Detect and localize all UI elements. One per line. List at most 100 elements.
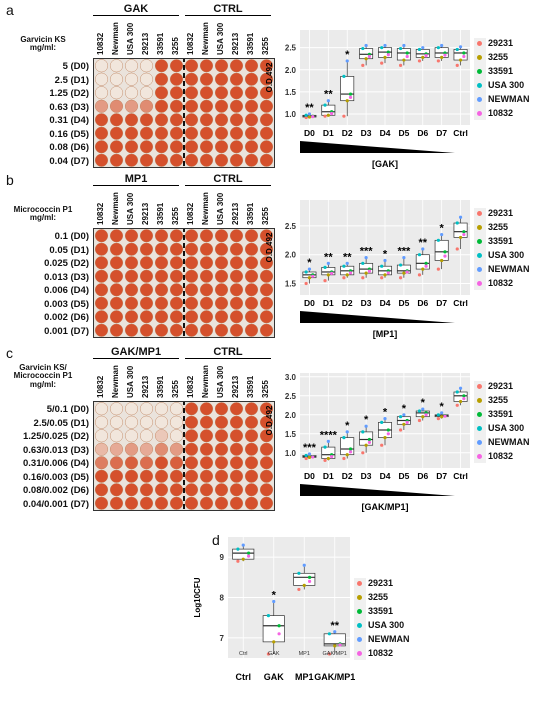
well: [214, 242, 228, 256]
significance-label: *: [364, 414, 369, 426]
strain-column-label: Newman: [110, 22, 120, 55]
y-tick-label: 1.0: [285, 449, 297, 458]
legend-entry: 29231: [477, 381, 513, 391]
data-point: [462, 51, 466, 55]
well: [110, 72, 124, 86]
data-point: [380, 61, 384, 65]
legend-color-dot: [477, 55, 482, 61]
dilution-row-label: 0.05 (D1): [49, 244, 89, 256]
well: [184, 72, 198, 86]
well: [110, 86, 124, 100]
data-point: [266, 614, 271, 618]
strain-column-label: 10832: [185, 202, 195, 225]
well: [199, 99, 213, 113]
well: [125, 310, 139, 324]
well: [244, 242, 258, 256]
well: [140, 86, 154, 100]
well: [169, 469, 183, 483]
data-point: [398, 428, 403, 432]
data-point: [297, 587, 301, 592]
data-point: [443, 53, 447, 57]
legend-label: 3255: [368, 592, 389, 602]
data-point: [386, 53, 390, 57]
legend-entry: USA 300: [357, 620, 404, 630]
data-point: [421, 267, 425, 271]
data-point: [455, 63, 459, 67]
well: [184, 283, 198, 297]
group-header-treatment: MP1: [93, 173, 179, 186]
data-point: [383, 436, 387, 440]
legend-color-dot: [357, 609, 362, 615]
well: [110, 256, 124, 270]
data-point: [424, 413, 428, 417]
well: [199, 140, 213, 154]
x-tick-label: GAK: [264, 672, 285, 682]
well: [140, 242, 154, 256]
well: [259, 126, 273, 140]
well: [110, 323, 124, 337]
well: [110, 496, 124, 510]
well: [214, 153, 228, 167]
well: [199, 415, 213, 429]
legend-label: 33591: [488, 236, 514, 246]
well: [94, 483, 109, 497]
well: [214, 429, 228, 443]
well: [229, 140, 243, 154]
dilution-row-label: 0.002 (D6): [44, 312, 89, 323]
data-point: [458, 215, 463, 219]
data-point: [398, 46, 403, 51]
well: [229, 469, 243, 483]
strain-column-label: 3255: [170, 380, 180, 398]
dilution-row-label: 0.63/0.013 (D3): [22, 444, 89, 456]
well: [155, 469, 169, 483]
inner-category-label: MP1: [299, 651, 310, 657]
x-tick-label: Ctrl: [453, 128, 468, 138]
well: [94, 72, 109, 86]
significance-label: *: [440, 223, 445, 235]
strain-column-label: Newman: [200, 192, 210, 225]
y-axis-label: O.D.492: [265, 405, 274, 435]
data-point: [311, 455, 315, 459]
y-tick-label: 1.0: [285, 110, 297, 119]
group-header-treatment: GAK/MP1: [93, 346, 179, 359]
legend-color-dot: [477, 384, 482, 390]
box-plot-svg: 1.01.52.02.5*****D0 D1 D2 D3 D4 D5 D6 D7 CtrlO.D…: [265, 30, 470, 169]
concentration-wedge: [300, 311, 455, 323]
well: [229, 483, 243, 497]
well: [214, 402, 228, 416]
well: [244, 296, 258, 310]
well: [199, 59, 213, 73]
well: [244, 59, 258, 73]
data-point: [398, 276, 403, 280]
data-point: [462, 54, 466, 59]
data-point: [398, 63, 403, 67]
well: [184, 229, 198, 243]
data-point: [440, 258, 444, 263]
well: [199, 72, 213, 86]
panel-letter: c: [6, 345, 13, 361]
data-point: [327, 652, 332, 656]
well: [125, 153, 139, 167]
data-point: [236, 547, 240, 551]
well: [169, 429, 183, 443]
data-point: [364, 255, 368, 260]
legend-entry: 10832: [477, 108, 513, 118]
data-point: [304, 270, 308, 274]
well: [94, 86, 109, 100]
well: [259, 415, 273, 429]
well: [244, 483, 258, 497]
well: [155, 496, 169, 510]
legend-color-dot: [357, 581, 362, 587]
well: [214, 86, 228, 100]
well: [259, 229, 273, 243]
well: [94, 256, 109, 270]
well: [199, 113, 213, 127]
legend-label: 33591: [488, 66, 514, 76]
strain-column-label: USA 300: [125, 365, 135, 398]
data-point: [307, 579, 312, 583]
well: [155, 229, 169, 243]
strain-column-label: USA 300: [215, 192, 225, 225]
data-point: [302, 563, 306, 567]
microtiter-plate: [93, 400, 275, 512]
data-point: [458, 399, 463, 404]
